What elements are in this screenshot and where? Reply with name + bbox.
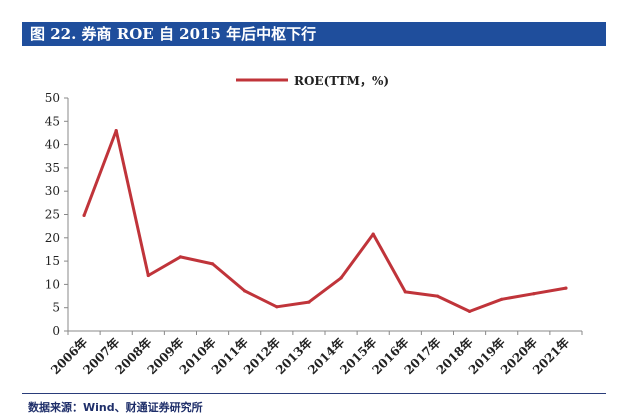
- y-tick-label: 20: [45, 231, 60, 245]
- y-tick-label: 30: [45, 184, 60, 198]
- y-tick-label: 5: [52, 301, 60, 315]
- data-point: [564, 286, 568, 290]
- data-point: [403, 290, 407, 294]
- x-tick-label: 2021年: [529, 335, 572, 378]
- y-tick-label: 0: [52, 324, 60, 338]
- y-tick-label: 45: [45, 114, 60, 128]
- source-note: 数据来源：Wind、财通证券研究所: [28, 401, 203, 414]
- data-point: [210, 262, 215, 266]
- y-tick-label: 15: [45, 254, 60, 268]
- y-tick-label: 25: [45, 208, 60, 222]
- data-point: [339, 276, 343, 280]
- data-point: [532, 292, 536, 296]
- data-point: [178, 255, 183, 259]
- data-point: [146, 273, 150, 278]
- data-point: [467, 309, 472, 314]
- data-point: [500, 297, 504, 301]
- y-tick-label: 10: [45, 277, 60, 291]
- data-point: [275, 305, 279, 309]
- y-tick-label: 40: [45, 138, 60, 152]
- legend-label: ROE(TTM，%): [294, 74, 389, 88]
- y-tick-label: 50: [45, 91, 60, 105]
- data-point: [82, 213, 86, 218]
- y-tick-label: 35: [45, 161, 60, 175]
- data-point: [243, 289, 247, 293]
- footer-divider: [22, 393, 606, 394]
- data-point: [371, 232, 375, 236]
- data-point: [307, 300, 311, 304]
- series-line-roe: [82, 129, 568, 313]
- data-point: [114, 129, 118, 133]
- figure-title: 图 22. 券商 ROE 自 2015 年后中枢下行: [22, 22, 606, 46]
- legend: ROE(TTM，%): [236, 74, 389, 88]
- data-point: [435, 294, 440, 298]
